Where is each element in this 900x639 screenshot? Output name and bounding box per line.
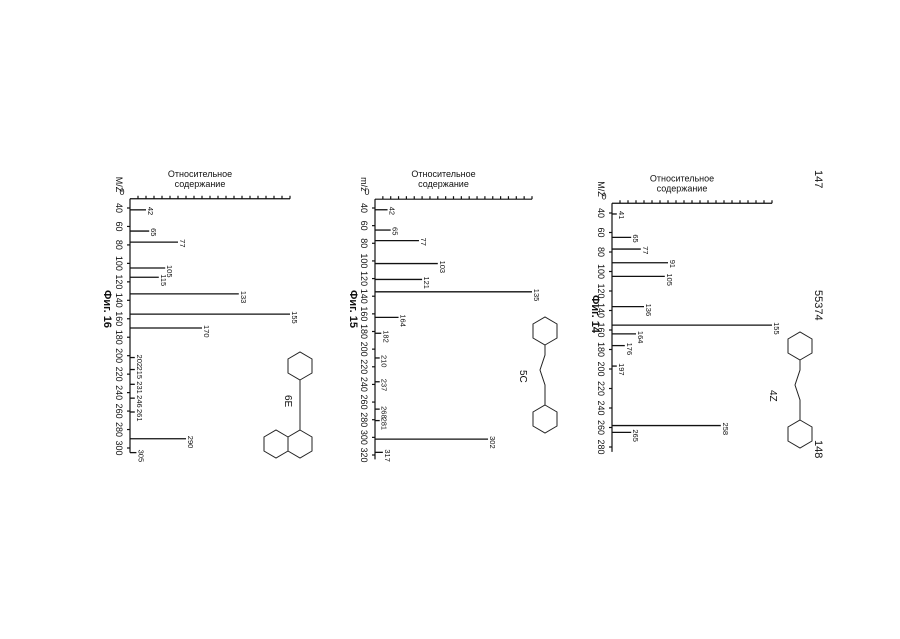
peak-label: 41 <box>617 211 626 219</box>
x-tick-label: 220 <box>359 359 369 374</box>
peak-label: 115 <box>159 274 168 286</box>
x-tick-label: 320 <box>359 447 369 462</box>
peak-label: 42 <box>146 207 155 215</box>
x-tick-label: 140 <box>359 289 369 304</box>
peak-label: 164 <box>636 331 645 344</box>
x-tick-label: 180 <box>114 330 124 345</box>
peak-label: 265 <box>631 429 640 442</box>
y-axis-label: Относительное <box>168 169 232 179</box>
peak-label: 261 <box>135 409 144 422</box>
peak-label: 197 <box>617 363 626 376</box>
peak-label: 103 <box>438 261 447 274</box>
peak-label: 302 <box>488 436 497 449</box>
x-tick-label: 100 <box>596 264 606 279</box>
peak-label: 237 <box>380 379 389 392</box>
page-number: 147 <box>812 170 824 188</box>
peak-label: 155 <box>772 322 781 335</box>
peak-label: 164 <box>399 314 408 327</box>
peak-label: 258 <box>721 423 730 436</box>
x-axis-label: M/Z <box>596 181 606 197</box>
x-tick-label: 160 <box>359 306 369 321</box>
peak-label: 91 <box>668 260 677 268</box>
x-tick-label: 180 <box>596 342 606 357</box>
page-number: 55374 <box>812 290 824 321</box>
peak-label: 135 <box>532 289 541 302</box>
peak-label: 170 <box>202 325 211 338</box>
x-tick-label: 200 <box>359 342 369 357</box>
x-tick-label: 40 <box>359 203 369 213</box>
x-axis-label: m/z <box>359 177 369 192</box>
peak-label: 136 <box>644 304 653 317</box>
x-axis-label: M/Z <box>114 177 124 193</box>
x-tick-label: 120 <box>114 274 124 289</box>
peak-label: 317 <box>383 449 392 462</box>
structure-label: 5C <box>517 370 528 383</box>
x-tick-label: 280 <box>596 439 606 454</box>
peak-label: 215 <box>135 367 144 380</box>
x-tick-label: 240 <box>114 385 124 400</box>
y-axis-label: содержание <box>418 179 469 189</box>
x-tick-label: 280 <box>114 422 124 437</box>
x-tick-label: 60 <box>359 221 369 231</box>
x-tick-label: 220 <box>596 381 606 396</box>
x-tick-label: 40 <box>596 208 606 218</box>
peak-label: 182 <box>381 330 390 343</box>
x-tick-label: 200 <box>114 348 124 363</box>
x-tick-label: 300 <box>359 430 369 445</box>
x-tick-label: 80 <box>596 247 606 257</box>
x-tick-label: 240 <box>596 400 606 415</box>
x-tick-label: 140 <box>114 293 124 308</box>
peak-label: 105 <box>665 273 674 286</box>
x-tick-label: 60 <box>596 227 606 237</box>
peak-label: 121 <box>422 276 431 289</box>
peak-label: 77 <box>419 238 428 246</box>
peak-label: 305 <box>136 450 145 463</box>
x-tick-label: 160 <box>114 311 124 326</box>
page: 147 55374 148 0ОтносительноесодержаниеM/… <box>0 0 900 639</box>
x-tick-label: 300 <box>114 440 124 455</box>
peak-label: 77 <box>641 246 650 254</box>
y-axis-label: содержание <box>657 183 708 193</box>
peak-label: 133 <box>239 291 248 304</box>
x-tick-label: 260 <box>114 404 124 419</box>
page-number: 148 <box>812 440 824 458</box>
peak-label: 77 <box>178 239 187 247</box>
peak-label: 176 <box>625 343 634 356</box>
structure <box>533 317 557 433</box>
peak-label: 246 <box>135 395 144 408</box>
x-tick-label: 100 <box>359 253 369 268</box>
x-tick-label: 100 <box>114 256 124 271</box>
structure-label: 6E <box>282 395 293 408</box>
figure-title: Фиг. 15 <box>347 290 359 328</box>
structure-label: 4Z <box>767 390 778 402</box>
x-tick-label: 240 <box>359 377 369 392</box>
x-tick-label: 60 <box>114 221 124 231</box>
x-tick-label: 40 <box>114 203 124 213</box>
peak-label: 210 <box>380 355 389 368</box>
peak-label: 65 <box>391 227 400 235</box>
figure-title: Фиг. 14 <box>589 295 601 334</box>
peak-label: 281 <box>380 418 389 431</box>
x-tick-label: 260 <box>359 395 369 410</box>
x-tick-label: 80 <box>114 240 124 250</box>
x-tick-label: 280 <box>359 412 369 427</box>
peak-label: 65 <box>149 228 158 236</box>
peak-label: 231 <box>135 381 144 394</box>
x-tick-label: 120 <box>359 271 369 286</box>
x-tick-label: 80 <box>359 238 369 248</box>
x-tick-label: 200 <box>596 361 606 376</box>
structure <box>788 332 812 448</box>
y-axis-label: содержание <box>175 179 226 189</box>
peak-label: 42 <box>388 207 397 215</box>
y-axis-label: Относительное <box>650 173 714 183</box>
x-tick-label: 260 <box>596 420 606 435</box>
x-tick-label: 180 <box>359 324 369 339</box>
peak-label: 202 <box>135 355 144 368</box>
figure-title: Фиг. 16 <box>101 290 113 328</box>
peak-label: 155 <box>290 311 299 324</box>
y-axis-label: Относительное <box>411 169 475 179</box>
peak-label: 290 <box>186 436 195 449</box>
x-tick-label: 220 <box>114 367 124 382</box>
peak-label: 65 <box>631 234 640 242</box>
